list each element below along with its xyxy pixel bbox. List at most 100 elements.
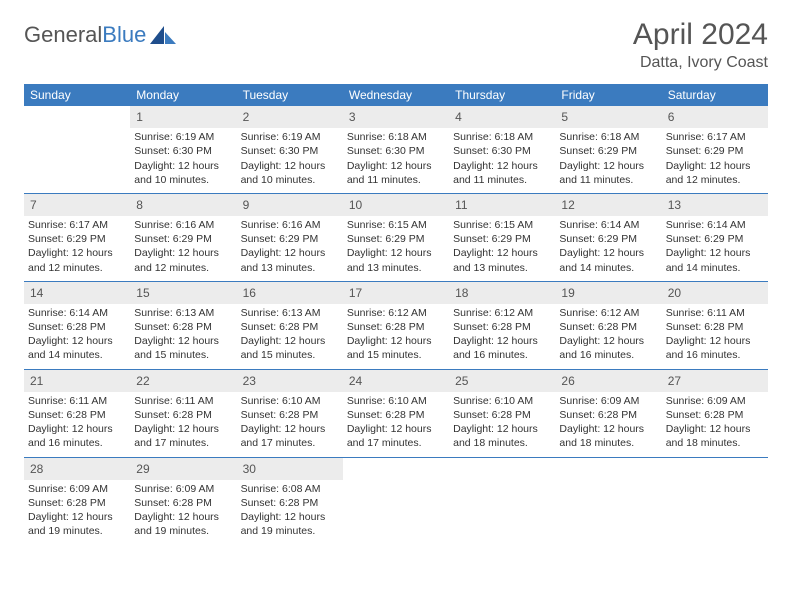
sunrise-text: Sunrise: 6:18 AM <box>559 130 657 144</box>
sunset-text: Sunset: 6:28 PM <box>453 320 551 334</box>
day-content-cell <box>662 480 768 545</box>
logo-text: GeneralBlue <box>24 22 146 48</box>
weekday-header: Wednesday <box>343 84 449 106</box>
daylight-text: Daylight: 12 hours and 16 minutes. <box>559 334 657 362</box>
sunset-text: Sunset: 6:28 PM <box>666 408 764 422</box>
weekday-header: Saturday <box>662 84 768 106</box>
day-content-cell: Sunrise: 6:12 AMSunset: 6:28 PMDaylight:… <box>555 304 661 369</box>
day-number-cell: 16 <box>237 281 343 304</box>
day-content-cell: Sunrise: 6:16 AMSunset: 6:29 PMDaylight:… <box>237 216 343 281</box>
sunset-text: Sunset: 6:29 PM <box>666 232 764 246</box>
day-content-cell <box>343 480 449 545</box>
day-number-cell: 11 <box>449 193 555 216</box>
day-number-cell: 26 <box>555 369 661 392</box>
location-label: Datta, Ivory Coast <box>633 54 768 72</box>
sunrise-text: Sunrise: 6:09 AM <box>28 482 126 496</box>
sunrise-text: Sunrise: 6:09 AM <box>134 482 232 496</box>
day-number-cell <box>24 106 130 128</box>
day-number-cell: 17 <box>343 281 449 304</box>
day-number-cell: 7 <box>24 193 130 216</box>
sunrise-text: Sunrise: 6:18 AM <box>347 130 445 144</box>
daylight-text: Daylight: 12 hours and 18 minutes. <box>559 422 657 450</box>
daylight-text: Daylight: 12 hours and 14 minutes. <box>666 246 764 274</box>
day-number-cell <box>449 457 555 480</box>
daylight-text: Daylight: 12 hours and 10 minutes. <box>134 159 232 187</box>
day-number-cell <box>555 457 661 480</box>
day-content-row: Sunrise: 6:11 AMSunset: 6:28 PMDaylight:… <box>24 392 768 457</box>
sunset-text: Sunset: 6:30 PM <box>347 144 445 158</box>
day-number-row: 123456 <box>24 106 768 128</box>
day-content-cell <box>555 480 661 545</box>
sunset-text: Sunset: 6:28 PM <box>347 320 445 334</box>
daylight-text: Daylight: 12 hours and 16 minutes. <box>28 422 126 450</box>
day-number-row: 282930 <box>24 457 768 480</box>
day-content-row: Sunrise: 6:17 AMSunset: 6:29 PMDaylight:… <box>24 216 768 281</box>
sunrise-text: Sunrise: 6:09 AM <box>559 394 657 408</box>
sunset-text: Sunset: 6:29 PM <box>28 232 126 246</box>
sunrise-text: Sunrise: 6:13 AM <box>134 306 232 320</box>
sunrise-text: Sunrise: 6:16 AM <box>134 218 232 232</box>
daylight-text: Daylight: 12 hours and 11 minutes. <box>453 159 551 187</box>
sunrise-text: Sunrise: 6:15 AM <box>347 218 445 232</box>
sunrise-text: Sunrise: 6:09 AM <box>666 394 764 408</box>
sunrise-text: Sunrise: 6:10 AM <box>241 394 339 408</box>
day-content-row: Sunrise: 6:14 AMSunset: 6:28 PMDaylight:… <box>24 304 768 369</box>
sunset-text: Sunset: 6:29 PM <box>241 232 339 246</box>
daylight-text: Daylight: 12 hours and 18 minutes. <box>666 422 764 450</box>
day-number-cell <box>662 457 768 480</box>
sunset-text: Sunset: 6:28 PM <box>28 408 126 422</box>
weekday-header: Sunday <box>24 84 130 106</box>
sunrise-text: Sunrise: 6:18 AM <box>453 130 551 144</box>
daylight-text: Daylight: 12 hours and 14 minutes. <box>559 246 657 274</box>
weekday-header: Friday <box>555 84 661 106</box>
sunset-text: Sunset: 6:28 PM <box>134 496 232 510</box>
day-number-cell: 1 <box>130 106 236 128</box>
daylight-text: Daylight: 12 hours and 17 minutes. <box>347 422 445 450</box>
sunset-text: Sunset: 6:30 PM <box>134 144 232 158</box>
day-content-cell: Sunrise: 6:10 AMSunset: 6:28 PMDaylight:… <box>237 392 343 457</box>
logo-text-blue: Blue <box>102 22 146 47</box>
daylight-text: Daylight: 12 hours and 11 minutes. <box>347 159 445 187</box>
daylight-text: Daylight: 12 hours and 13 minutes. <box>347 246 445 274</box>
day-content-cell: Sunrise: 6:11 AMSunset: 6:28 PMDaylight:… <box>24 392 130 457</box>
daylight-text: Daylight: 12 hours and 12 minutes. <box>28 246 126 274</box>
sunset-text: Sunset: 6:29 PM <box>453 232 551 246</box>
day-content-cell: Sunrise: 6:14 AMSunset: 6:29 PMDaylight:… <box>555 216 661 281</box>
day-content-cell: Sunrise: 6:18 AMSunset: 6:29 PMDaylight:… <box>555 128 661 193</box>
day-number-cell: 8 <box>130 193 236 216</box>
sunrise-text: Sunrise: 6:12 AM <box>559 306 657 320</box>
daylight-text: Daylight: 12 hours and 10 minutes. <box>241 159 339 187</box>
weekday-header: Thursday <box>449 84 555 106</box>
day-content-cell: Sunrise: 6:19 AMSunset: 6:30 PMDaylight:… <box>130 128 236 193</box>
day-number-cell: 21 <box>24 369 130 392</box>
sunset-text: Sunset: 6:28 PM <box>28 496 126 510</box>
sunset-text: Sunset: 6:29 PM <box>347 232 445 246</box>
sunset-text: Sunset: 6:28 PM <box>134 408 232 422</box>
sunset-text: Sunset: 6:28 PM <box>134 320 232 334</box>
day-content-cell: Sunrise: 6:14 AMSunset: 6:28 PMDaylight:… <box>24 304 130 369</box>
day-content-cell: Sunrise: 6:19 AMSunset: 6:30 PMDaylight:… <box>237 128 343 193</box>
logo: GeneralBlue <box>24 22 176 48</box>
daylight-text: Daylight: 12 hours and 17 minutes. <box>241 422 339 450</box>
day-number-row: 21222324252627 <box>24 369 768 392</box>
day-number-cell: 9 <box>237 193 343 216</box>
day-number-cell: 5 <box>555 106 661 128</box>
daylight-text: Daylight: 12 hours and 16 minutes. <box>453 334 551 362</box>
day-content-cell: Sunrise: 6:10 AMSunset: 6:28 PMDaylight:… <box>343 392 449 457</box>
day-content-cell: Sunrise: 6:12 AMSunset: 6:28 PMDaylight:… <box>449 304 555 369</box>
day-number-cell: 19 <box>555 281 661 304</box>
day-number-cell: 3 <box>343 106 449 128</box>
day-number-row: 14151617181920 <box>24 281 768 304</box>
day-content-cell: Sunrise: 6:16 AMSunset: 6:29 PMDaylight:… <box>130 216 236 281</box>
day-number-cell: 29 <box>130 457 236 480</box>
day-content-cell: Sunrise: 6:14 AMSunset: 6:29 PMDaylight:… <box>662 216 768 281</box>
sunrise-text: Sunrise: 6:11 AM <box>666 306 764 320</box>
sunrise-text: Sunrise: 6:19 AM <box>134 130 232 144</box>
day-number-row: 78910111213 <box>24 193 768 216</box>
day-number-cell: 18 <box>449 281 555 304</box>
day-content-cell: Sunrise: 6:15 AMSunset: 6:29 PMDaylight:… <box>343 216 449 281</box>
daylight-text: Daylight: 12 hours and 13 minutes. <box>241 246 339 274</box>
month-title: April 2024 <box>633 18 768 52</box>
day-content-cell: Sunrise: 6:08 AMSunset: 6:28 PMDaylight:… <box>237 480 343 545</box>
sunset-text: Sunset: 6:28 PM <box>666 320 764 334</box>
